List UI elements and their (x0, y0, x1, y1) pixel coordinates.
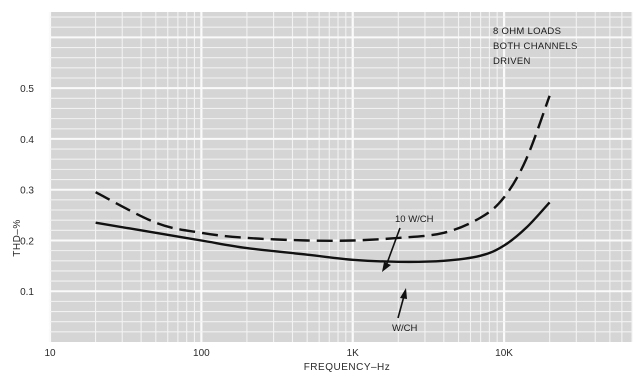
x-tick-label: 1K (347, 348, 360, 359)
note-line-2: BOTH CHANNELS (493, 41, 578, 52)
y-tick-label: 0.5 (20, 84, 34, 95)
y-tick-label: 0.1 (20, 287, 34, 298)
note-line-3: DRIVEN (493, 56, 531, 67)
chart-note: 8 OHM LOADS BOTH CHANNELS DRIVEN (493, 26, 578, 67)
y-tick-label: 0.2 (20, 236, 34, 247)
series-group (95, 95, 551, 264)
annotation-w-arrowhead (400, 288, 407, 299)
note-line-1: 8 OHM LOADS (493, 26, 561, 37)
plot-background (50, 12, 632, 342)
y-tick-label: 0.4 (20, 135, 34, 146)
x-tick-label: 10K (495, 348, 513, 359)
grid (48, 12, 633, 342)
annotation-w: W/CH (392, 323, 417, 334)
annotation-w-arrow (397, 295, 405, 319)
y-tick-label: 0.3 (20, 186, 34, 197)
annotation-10w: 10 W/CH (395, 214, 434, 225)
annotation-10w-arrow (385, 227, 401, 267)
x-axis-title: FREQUENCY–Hz (304, 362, 391, 373)
x-tick-label: 100 (193, 348, 210, 359)
annotation-10w-arrowhead (382, 262, 391, 272)
x-tick-label: 10 (44, 348, 56, 359)
y-axis-title: THD–% (12, 219, 23, 257)
series-line-2 (95, 201, 551, 264)
tick-labels: 10 100 1K 10K 0.1 0.2 0.3 0.4 0.5 (20, 84, 513, 359)
series-line-1 (95, 95, 551, 242)
annotations: 10 W/CH W/CH (382, 214, 434, 334)
